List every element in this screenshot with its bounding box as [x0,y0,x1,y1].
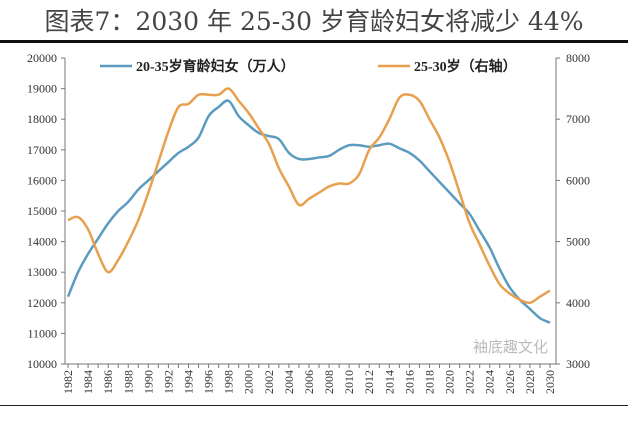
legend-label-0: 20-35岁育龄妇女（万人） [136,58,295,75]
left-tick-label: 19000 [27,82,57,96]
left-tick-label: 20000 [27,51,57,65]
watermark: 袖底趣文化 [473,339,548,356]
left-tick-label: 13000 [27,265,57,279]
x-tick-label: 2000 [242,370,256,394]
x-tick-label: 2006 [302,370,316,394]
left-tick-label: 17000 [27,143,57,157]
x-tick-label: 2004 [282,370,296,394]
x-tick-label: 2020 [443,370,457,394]
left-tick-label: 15000 [27,204,57,218]
x-tick-label: 2030 [543,370,557,394]
bottom-rule [0,405,628,406]
x-tick-label: 1988 [121,370,135,394]
series-line-1 [67,87,551,305]
x-tick-label: 2022 [463,370,477,394]
chart-title: 图表7：2030 年 25-30 岁育龄妇女将减少 44% [44,7,584,36]
x-tick-label: 2014 [382,370,396,394]
left-tick-label: 10000 [27,357,57,371]
right-tick-label: 6000 [566,173,590,187]
top-rule [0,40,628,43]
x-tick-label: 2008 [322,370,336,394]
x-tick-label: 2018 [422,370,436,394]
x-tick-label: 2010 [342,370,356,394]
x-tick-label: 1994 [182,370,196,394]
series-line-0 [66,99,551,324]
left-tick-label: 18000 [27,112,57,126]
x-tick-label: 2026 [503,370,517,394]
left-tick-label: 14000 [27,235,57,249]
x-tick-label: 1990 [141,370,155,394]
x-tick-label: 1982 [61,370,75,394]
x-tick-label: 1996 [202,370,216,394]
legend-label-1: 25-30岁（右轴） [414,58,517,75]
x-tick-label: 2028 [523,370,537,394]
x-tick-label: 1992 [161,370,175,394]
right-tick-label: 8000 [566,51,590,65]
x-tick-label: 2002 [262,370,276,394]
x-tick-label: 1984 [81,370,95,394]
x-tick-label: 2016 [402,370,416,394]
x-tick-label: 2024 [483,370,497,394]
left-tick-label: 12000 [27,296,57,310]
right-tick-label: 3000 [566,357,590,371]
right-tick-label: 5000 [566,235,590,249]
x-tick-label: 1998 [222,370,236,394]
right-tick-label: 4000 [566,296,590,310]
right-tick-label: 7000 [566,112,590,126]
left-tick-label: 16000 [27,173,57,187]
x-tick-label: 2012 [362,370,376,394]
left-tick-label: 11000 [27,326,57,340]
x-tick-label: 1986 [101,370,115,394]
